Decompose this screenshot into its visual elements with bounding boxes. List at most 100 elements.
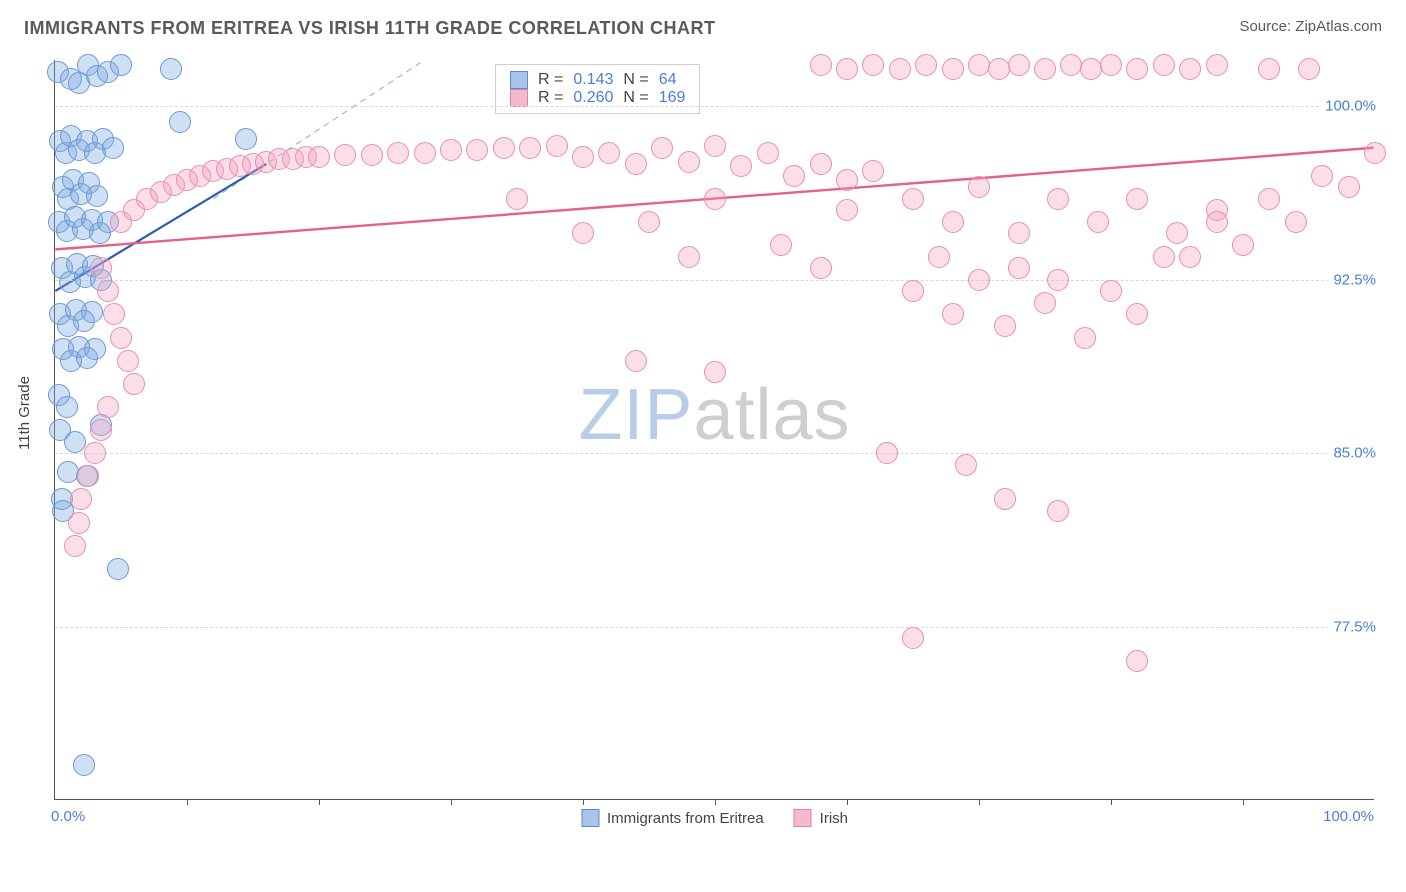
legend-item-eritrea: Immigrants from Eritrea [581,809,764,827]
scatter-point-irish [110,327,132,349]
legend-n-label: N = [623,71,648,89]
scatter-point-irish [902,188,924,210]
scatter-point-irish [334,144,356,166]
x-tick-label-right: 100.0% [1323,808,1374,825]
legend-r-value-1: 0.260 [573,89,613,107]
x-tick-mark [1111,799,1112,805]
legend-n-label: N = [623,89,648,107]
scatter-point-irish [97,396,119,418]
scatter-point-irish [1166,222,1188,244]
scatter-point-irish [103,303,125,325]
scatter-point-irish [466,139,488,161]
grid-line [55,280,1374,281]
y-tick-label: 85.0% [1327,445,1376,462]
scatter-point-irish [942,58,964,80]
scatter-point-irish [836,58,858,80]
scatter-point-irish [625,153,647,175]
scatter-point-irish [942,211,964,233]
scatter-point-irish [902,280,924,302]
legend-r-value-0: 0.143 [573,71,613,89]
watermark-zip: ZIP [578,375,693,455]
scatter-point-irish [1179,246,1201,268]
scatter-point-irish [414,142,436,164]
x-tick-label-left: 0.0% [51,808,85,825]
scatter-point-irish [704,188,726,210]
scatter-point-irish [90,257,112,279]
watermark-atlas: atlas [693,375,850,455]
scatter-point-irish [994,315,1016,337]
grid-line [55,106,1374,107]
scatter-point-irish [1298,58,1320,80]
scatter-point-irish [704,135,726,157]
x-tick-mark [187,799,188,805]
scatter-point-eritrea [84,338,106,360]
legend-stats-row-0: R = 0.143 N = 64 [510,71,685,89]
scatter-point-irish [1047,269,1069,291]
scatter-point-irish [862,54,884,76]
scatter-point-irish [1232,234,1254,256]
scatter-point-irish [1311,165,1333,187]
watermark: ZIPatlas [578,374,850,456]
scatter-point-irish [988,58,1010,80]
scatter-point-irish [1034,292,1056,314]
scatter-point-irish [1338,176,1360,198]
scatter-point-irish [955,454,977,476]
scatter-point-irish [889,58,911,80]
scatter-point-irish [68,512,90,534]
x-tick-mark [319,799,320,805]
scatter-point-irish [440,139,462,161]
x-tick-mark [451,799,452,805]
legend-swatch-irish [510,89,528,107]
scatter-point-irish [704,361,726,383]
scatter-point-irish [757,142,779,164]
scatter-point-irish [64,535,86,557]
scatter-point-eritrea [169,111,191,133]
x-tick-mark [847,799,848,805]
legend-n-value-0: 64 [659,71,677,89]
legend-label: Immigrants from Eritrea [607,810,764,827]
scatter-point-irish [968,176,990,198]
scatter-point-irish [97,280,119,302]
scatter-point-irish [942,303,964,325]
scatter-point-irish [1126,58,1148,80]
scatter-point-irish [598,142,620,164]
scatter-point-irish [117,350,139,372]
scatter-point-irish [1206,54,1228,76]
scatter-point-eritrea [81,301,103,323]
scatter-point-irish [506,188,528,210]
scatter-point-irish [730,155,752,177]
scatter-point-irish [1153,54,1175,76]
scatter-point-irish [1087,211,1109,233]
scatter-point-irish [308,146,330,168]
scatter-point-irish [928,246,950,268]
scatter-point-irish [770,234,792,256]
grid-line [55,627,1374,628]
scatter-point-irish [994,488,1016,510]
scatter-point-irish [1126,303,1148,325]
scatter-point-irish [70,488,92,510]
scatter-point-irish [361,144,383,166]
scatter-point-irish [1008,257,1030,279]
scatter-point-eritrea [49,419,71,441]
scatter-point-irish [519,137,541,159]
scatter-point-eritrea [57,461,79,483]
source-label: Source: ZipAtlas.com [1239,18,1382,35]
chart-title: IMMIGRANTS FROM ERITREA VS IRISH 11TH GR… [24,18,716,39]
scatter-point-irish [1364,142,1386,164]
scatter-point-irish [678,151,700,173]
scatter-point-irish [572,146,594,168]
scatter-point-irish [1179,58,1201,80]
x-tick-mark [715,799,716,805]
scatter-point-eritrea [235,128,257,150]
scatter-point-irish [1060,54,1082,76]
scatter-point-irish [1047,188,1069,210]
legend-label: Irish [820,810,848,827]
scatter-point-eritrea [107,558,129,580]
scatter-point-eritrea [160,58,182,80]
scatter-point-irish [1008,54,1030,76]
scatter-point-irish [836,169,858,191]
x-tick-mark [583,799,584,805]
scatter-point-eritrea [86,185,108,207]
scatter-point-irish [1100,54,1122,76]
scatter-point-irish [1126,650,1148,672]
